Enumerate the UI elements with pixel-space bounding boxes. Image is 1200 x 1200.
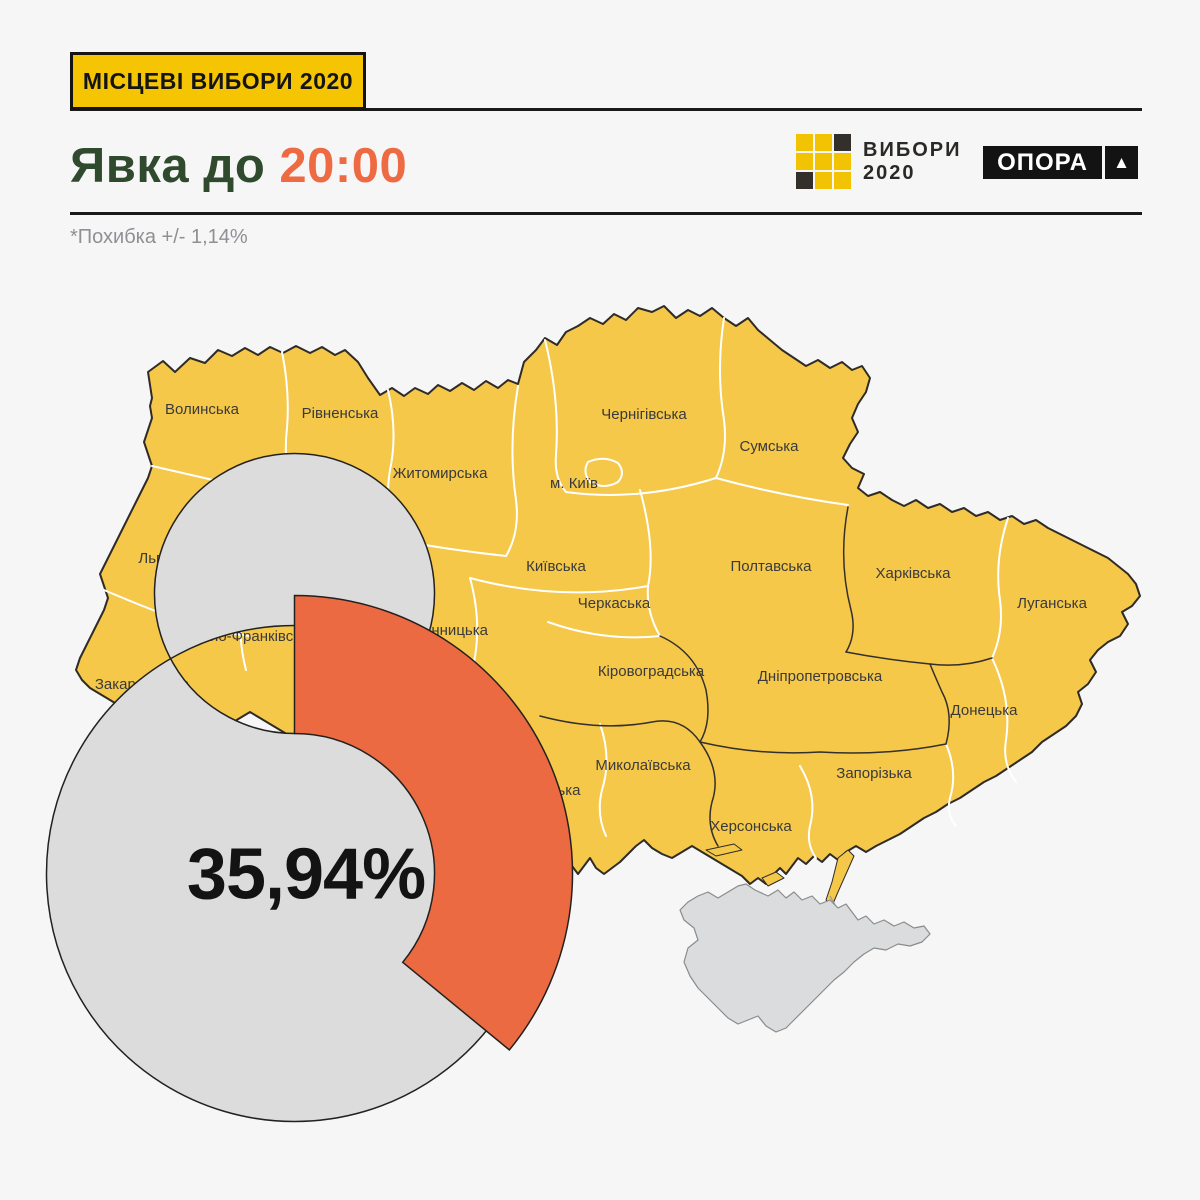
- oblast-label: Донецька: [951, 702, 1019, 719]
- oblast-label: Київська: [526, 558, 586, 575]
- badge-label: МІСЦЕВІ ВИБОРИ 2020: [82, 67, 354, 94]
- oblast-label: Херсонська: [710, 818, 792, 835]
- vybory-2020-logo: ВИБОРИ 2020: [796, 134, 961, 189]
- vybory-logo-text: ВИБОРИ 2020: [863, 134, 961, 189]
- oblast-borders-dark: [539, 506, 993, 847]
- grid-cell-yellow: [796, 153, 813, 170]
- election-badge: МІСЦЕВІ ВИБОРИ 2020: [70, 52, 366, 110]
- vybory-logo-line2: 2020: [863, 162, 916, 184]
- oblast-label: Рівненська: [302, 405, 379, 422]
- oblast-label: Кіровоградська: [598, 663, 705, 680]
- error-margin-note: *Похибка +/- 1,14%: [70, 226, 248, 248]
- opora-logo-label: ОПОРА: [983, 146, 1102, 179]
- oblast-label: Черкаська: [578, 595, 651, 612]
- grid-cell-yellow: [815, 153, 832, 170]
- turnout-value-label: 35,94%: [186, 834, 426, 915]
- grid-cell-dark: [834, 134, 851, 151]
- oblast-labels: Волинська Рівненська Житомирська Чернігівсь…: [95, 401, 1088, 835]
- grid-cell-yellow: [834, 153, 851, 170]
- donut-turnout-segment: [293, 594, 574, 1051]
- oblast-label: Волинська: [165, 401, 240, 418]
- opora-logo: ОПОРА ▲: [983, 146, 1138, 179]
- oblast-label: Чернігівська: [601, 406, 687, 423]
- title-prefix: Явка до: [70, 139, 266, 193]
- top-divider: [70, 108, 1142, 111]
- oblast-label: м. Київ: [550, 475, 598, 492]
- oblast-label: Полтавська: [731, 558, 813, 575]
- oblast-label: Запорізька: [836, 765, 912, 782]
- grid-cell-dark: [796, 172, 813, 189]
- page-title: Явка до 20:00: [70, 138, 407, 194]
- oblast-label: Житомирська: [393, 465, 489, 482]
- grid-cell-yellow: [796, 134, 813, 151]
- grid-cell-yellow: [834, 172, 851, 189]
- grid-cell-yellow: [815, 172, 832, 189]
- grid-cell-yellow: [815, 134, 832, 151]
- vybory-logo-line1: ВИБОРИ: [863, 139, 962, 161]
- title-time: 20:00: [279, 139, 408, 193]
- oblast-label: Сумська: [739, 438, 799, 455]
- oblast-label: Луганська: [1017, 595, 1087, 612]
- crimea-shape: [679, 883, 931, 1033]
- oblast-label: Харківська: [876, 565, 952, 582]
- mid-divider: [70, 212, 1142, 215]
- ukraine-mainland-shape: [75, 305, 1141, 885]
- oblast-label: Миколаївська: [595, 757, 691, 774]
- oblast-label: Дніпропетровська: [758, 668, 883, 685]
- vybory-grid-icon: [796, 134, 851, 189]
- opora-triangle-icon: ▲: [1105, 146, 1138, 179]
